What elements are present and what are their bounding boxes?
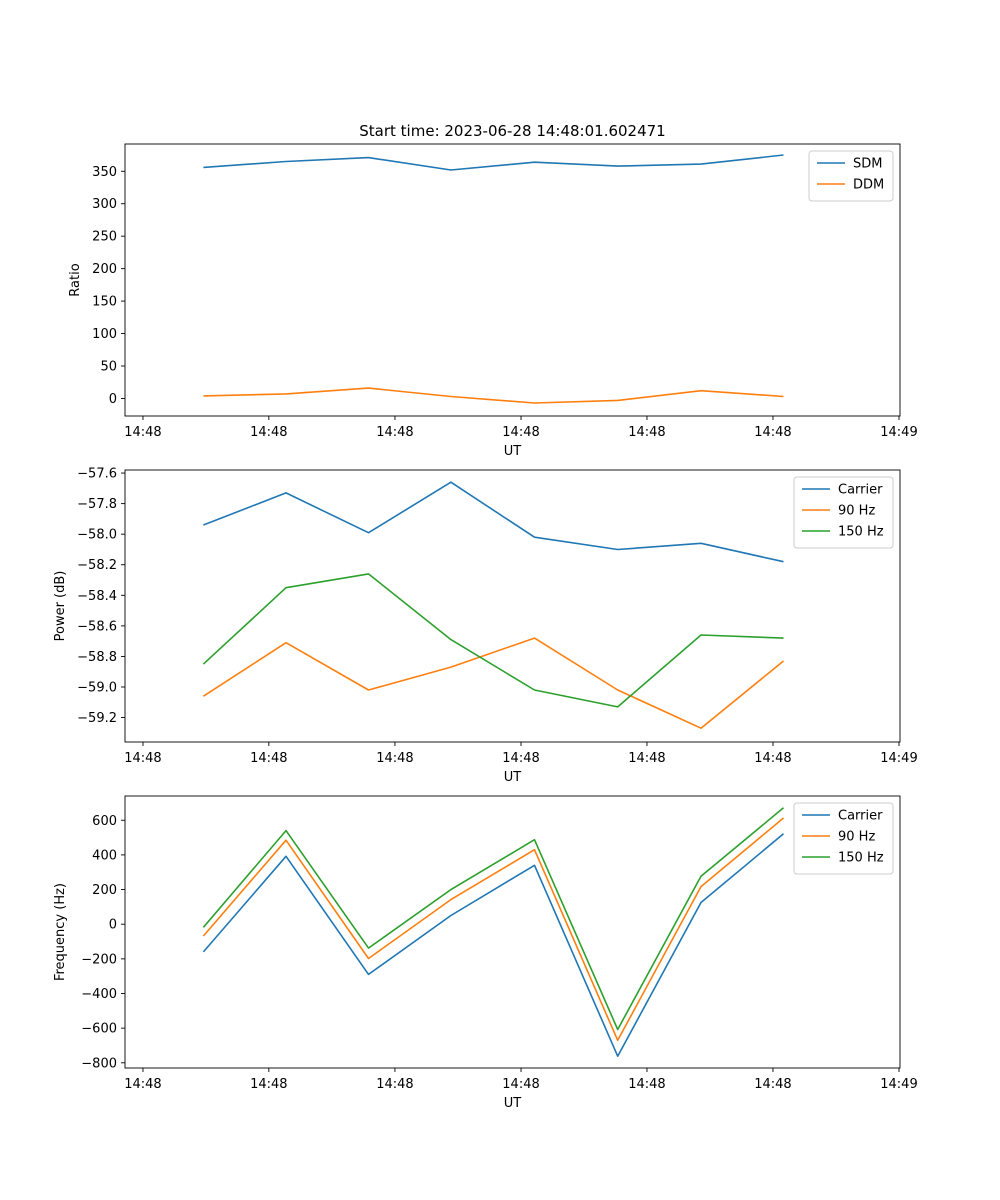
x-tick-label: 14:48 [124, 751, 161, 766]
y-tick-label: −200 [81, 952, 117, 967]
series-line-carrier [202, 833, 785, 1057]
ratio-panel: 0 50 100 150 200 250 300 350 14:48 14:48 14:48 14:4… [68, 143, 918, 459]
y-tick-label: −600 [81, 1022, 117, 1037]
x-tick-label: 14:48 [250, 751, 287, 766]
x-tick-label: 14:48 [376, 425, 413, 440]
legend-label: 150 Hz [838, 525, 884, 540]
y-tick-label: −58.2 [77, 558, 117, 573]
x-tick-label: 14:48 [754, 1077, 791, 1092]
y-tick-label: 300 [92, 197, 117, 212]
legend-label: DDM [853, 178, 884, 193]
y-tick-label: 200 [92, 883, 117, 898]
frequency-panel: −800 −600 −400 −200 0 200 400 600 14:48 14:48 14:4… [53, 795, 918, 1111]
y-tick-label: −59.2 [77, 711, 117, 726]
series-line-90-hz [202, 817, 785, 1042]
y-tick-label: 350 [92, 165, 117, 180]
x-tick-label: 14:49 [880, 425, 917, 440]
x-tick-label: 14:48 [376, 1077, 413, 1092]
y-tick-label: −57.8 [77, 497, 117, 512]
y-tick-label: 100 [92, 327, 117, 342]
y-tick-label: −59.0 [77, 680, 117, 695]
axes-frame [124, 143, 901, 417]
y-tick-label: 600 [92, 814, 117, 829]
y-tick-label: 250 [92, 230, 117, 245]
legend-label: 90 Hz [838, 504, 875, 519]
x-tick-label: 14:48 [628, 751, 665, 766]
y-axis-label: Frequency (Hz) [53, 883, 68, 981]
legend-label: 90 Hz [838, 830, 875, 845]
x-tick-label: 14:48 [376, 751, 413, 766]
power-panel: −59.2 −59.0 −58.8 −58.6 −58.4 −58.2 −58.0 −57.8… [53, 467, 918, 785]
x-tick-label: 14:49 [880, 751, 917, 766]
axes-frame [124, 469, 901, 743]
x-tick-label: 14:48 [502, 425, 539, 440]
y-axis-label: Power (dB) [53, 571, 68, 642]
x-tick-label: 14:48 [502, 751, 539, 766]
x-tick-label: 14:48 [628, 425, 665, 440]
axes-frame [124, 795, 901, 1069]
series-line-sdm [203, 154, 784, 171]
legend-label: Carrier [838, 483, 883, 498]
x-tick-label: 14:48 [502, 1077, 539, 1092]
series-line-carrier [203, 481, 784, 563]
x-tick-label: 14:48 [754, 751, 791, 766]
y-tick-label: 150 [92, 295, 117, 310]
y-tick-label: 200 [92, 262, 117, 277]
y-tick-label: −57.6 [77, 467, 117, 482]
y-tick-label: 400 [92, 848, 117, 863]
x-tick-label: 14:48 [628, 1077, 665, 1092]
x-tick-label: 14:48 [250, 1077, 287, 1092]
y-tick-label: −58.4 [77, 589, 117, 604]
series-line-ddm [203, 387, 784, 404]
legend-label: Carrier [838, 809, 883, 824]
chart-title: Start time: 2023-06-28 14:48:01.602471 [359, 122, 665, 140]
legend-label: SDM [853, 157, 882, 172]
y-tick-label: 0 [109, 392, 117, 407]
legend-label: 150 Hz [838, 851, 884, 866]
y-tick-label: −800 [81, 1056, 117, 1071]
series-line-150-hz [202, 807, 785, 1031]
series-line-90-hz [202, 637, 785, 730]
x-tick-label: 14:49 [880, 1077, 917, 1092]
x-tick-label: 14:48 [124, 425, 161, 440]
x-tick-label: 14:48 [250, 425, 287, 440]
y-tick-label: 0 [109, 918, 117, 933]
x-tick-label: 14:48 [124, 1077, 161, 1092]
y-tick-label: −58.0 [77, 528, 117, 543]
x-axis-label: UT [504, 1096, 522, 1111]
y-tick-label: −58.8 [77, 650, 117, 665]
y-tick-label: −400 [81, 987, 117, 1002]
y-tick-label: 50 [100, 360, 117, 375]
x-axis-label: UT [504, 770, 522, 785]
series-line-150-hz [202, 573, 784, 708]
x-tick-label: 14:48 [754, 425, 791, 440]
y-tick-label: −58.6 [77, 619, 117, 634]
x-axis-label: UT [504, 444, 522, 459]
y-axis-label: Ratio [68, 263, 83, 296]
